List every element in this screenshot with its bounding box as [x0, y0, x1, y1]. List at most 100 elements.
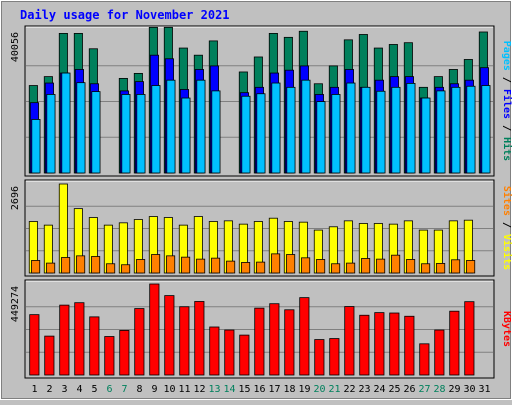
bar-pages: [46, 94, 56, 174]
bar-pages: [481, 85, 491, 174]
bar-kbytes: [239, 334, 250, 376]
x-axis-labels: 1 2 3 4 5 6 7 8 9 10 11 12 13 14 15 16 17 18 19 20 21 22 23 24 2…: [31, 384, 490, 395]
bar-sites: [436, 263, 446, 274]
bar-pages: [136, 94, 146, 174]
bar-sites: [46, 262, 56, 274]
bar-sites: [391, 254, 401, 274]
bar-sites: [451, 259, 461, 274]
bar-pages: [61, 72, 71, 174]
bar-sites: [421, 263, 431, 274]
axis-title-part: Sites: [501, 186, 512, 216]
bar-sites: [106, 263, 116, 274]
x-tick-label: 15: [238, 384, 250, 395]
bar-sites: [196, 258, 206, 274]
x-tick-label: 18: [283, 384, 295, 395]
x-tick-label: 7: [121, 384, 127, 395]
bar-sites: [211, 257, 221, 274]
panel-max-label: 449274: [10, 286, 21, 322]
panel-kbytes: 449274 KBytes: [10, 279, 512, 379]
chart-title: Daily usage for November 2021: [20, 8, 230, 22]
bar-kbytes: [194, 301, 205, 376]
bar-kbytes: [404, 315, 415, 376]
bar-pages: [121, 94, 131, 174]
bar-kbytes: [299, 297, 310, 376]
bar-kbytes: [89, 316, 100, 376]
bar-kbytes: [29, 314, 40, 376]
x-tick-label: 12: [193, 384, 205, 395]
bar-sites: [76, 255, 86, 274]
x-tick-label: 28: [433, 384, 445, 395]
bar-pages: [391, 86, 401, 174]
bar-sites: [331, 263, 341, 274]
bar-sites: [136, 259, 146, 274]
panel-max-label: 40056: [10, 32, 21, 62]
bar-sites: [121, 264, 131, 274]
axis-title-part: /: [501, 119, 512, 137]
bar-kbytes: [329, 338, 340, 376]
bar-pages: [211, 90, 221, 174]
x-tick-label: 24: [373, 384, 385, 395]
bar-kbytes: [359, 314, 370, 376]
x-tick-label: 23: [358, 384, 370, 395]
bar-kbytes: [164, 295, 175, 376]
axis-title-part: Visits: [501, 234, 512, 270]
bar-kbytes: [104, 336, 115, 376]
x-tick-label: 19: [298, 384, 310, 395]
panel-axis-title: Sites / Visits: [501, 186, 512, 270]
x-tick-label: 17: [268, 384, 280, 395]
bar-sites: [166, 255, 176, 274]
bar-sites: [151, 254, 161, 274]
bar-sites: [241, 262, 251, 274]
chart-frame-shadow: [1, 1, 511, 399]
chart-panels: 40056 Pages / Files / Hits 2696 Sites / Vis…: [10, 25, 512, 379]
bar-pages: [241, 95, 251, 174]
panel-max-label: 2696: [10, 186, 21, 210]
x-tick-label: 30: [463, 384, 475, 395]
bar-sites: [286, 254, 296, 274]
bar-pages: [181, 97, 191, 174]
x-tick-label: 22: [343, 384, 355, 395]
bar-pages: [91, 91, 101, 174]
x-tick-label: 1: [31, 384, 37, 395]
bar-pages: [31, 119, 41, 174]
bar-pages: [301, 79, 311, 174]
x-tick-label: 27: [418, 384, 430, 395]
bar-kbytes: [59, 304, 70, 376]
x-tick-label: 13: [208, 384, 220, 395]
bar-sites: [466, 260, 476, 274]
bar-kbytes: [269, 303, 280, 376]
bar-kbytes: [179, 306, 190, 376]
bar-sites: [406, 259, 416, 274]
bar-sites: [316, 259, 326, 274]
bar-sites: [91, 256, 101, 274]
x-tick-label: 5: [91, 384, 97, 395]
x-tick-label: 3: [61, 384, 67, 395]
x-tick-label: 20: [313, 384, 325, 395]
bar-pages: [406, 82, 416, 174]
bar-pages: [331, 94, 341, 174]
bar-kbytes: [434, 329, 445, 376]
bar-kbytes: [134, 308, 145, 376]
bar-pages: [451, 86, 461, 174]
x-tick-label: 10: [163, 384, 175, 395]
bar-sites: [256, 261, 266, 274]
bar-kbytes: [374, 312, 385, 376]
bar-sites: [226, 260, 236, 274]
axis-title-part: Files: [501, 89, 512, 119]
x-tick-label: 29: [448, 384, 460, 395]
bar-kbytes: [254, 307, 265, 376]
bar-sites: [376, 258, 386, 274]
bar-pages: [466, 85, 476, 174]
bar-sites: [346, 262, 356, 274]
bar-sites: [301, 257, 311, 274]
bar-kbytes: [314, 339, 325, 376]
bar-sites: [361, 258, 371, 274]
x-tick-label: 8: [136, 384, 142, 395]
bar-pages: [421, 97, 431, 174]
bar-kbytes: [119, 330, 130, 376]
bar-kbytes: [149, 283, 160, 376]
x-tick-label: 25: [388, 384, 400, 395]
x-tick-label: 6: [106, 384, 112, 395]
bar-pages: [166, 79, 176, 174]
